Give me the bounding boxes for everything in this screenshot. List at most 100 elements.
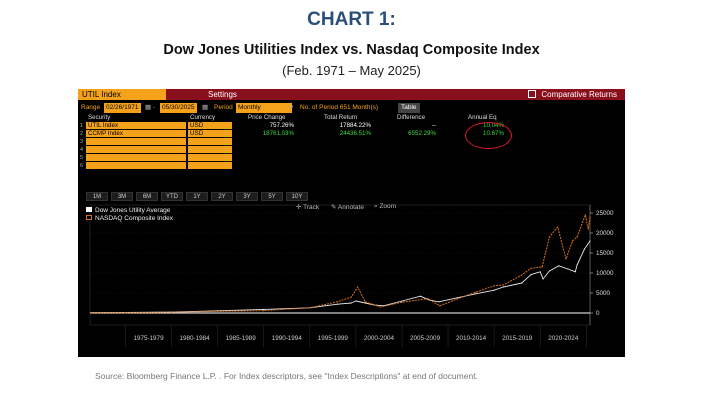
data-point [427,298,429,300]
y-tick-label: 0 [596,310,600,317]
calendar-icon[interactable]: ▦ [145,104,152,111]
legend-swatch [86,215,92,220]
data-point [548,236,551,238]
table-button[interactable]: Table [398,103,420,113]
data-point [170,311,173,313]
empty-security-cell[interactable] [86,138,186,146]
annotate-label: Annotate [337,204,364,211]
num-periods-text: No. of Period 651 Month(s) [300,104,379,111]
legend-label: Dow Jones Utility Average [95,207,171,214]
x-tick-label: 2020-2024 [548,335,579,342]
period-button[interactable]: 1Y [186,192,208,201]
comparative-returns-label: Comparative Returns [541,90,617,99]
period-button[interactable]: YTD [161,192,183,201]
x-tick-label: 1990-1994 [272,335,303,342]
empty-currency-cell[interactable] [188,146,232,154]
y-tick-label: 10000 [596,270,614,277]
period-button[interactable]: 2Y [211,192,233,201]
security-cell[interactable]: UTIL Index [86,122,186,130]
data-point [89,312,92,314]
data-point [502,284,504,286]
data-point [309,307,311,309]
data-point [456,298,458,300]
terminal-title-bar [78,89,625,100]
data-point [263,308,265,310]
data-point [558,265,560,267]
period-button[interactable]: 3Y [236,192,258,201]
settings-tab[interactable]: Settings [208,90,237,99]
data-point [493,285,495,287]
total-return-cell: 24436.51% [339,130,371,137]
period-button[interactable]: 3M [111,192,133,201]
security-cell[interactable]: CCMP Index [86,130,186,138]
data-point [336,301,339,303]
range-dash: - [153,104,156,111]
security-tab[interactable]: UTIL Index [78,89,166,100]
start-date-field[interactable]: 02/26/1971 [104,103,141,113]
empty-security-cell[interactable] [86,154,186,162]
x-tick-label: 1995-1999 [318,335,349,342]
track-tool[interactable]: ✛ Track [296,204,320,211]
data-point [584,214,586,216]
data-point [502,286,504,288]
data-point [380,306,382,308]
period-button[interactable]: 1M [86,192,108,201]
data-point [521,274,523,276]
currency-cell[interactable]: USD [188,122,232,130]
row-number: 2 [80,131,84,137]
empty-currency-cell[interactable] [188,162,232,170]
col-header-currency: Currency [190,114,216,121]
track-label: Track [303,204,320,211]
difference-cell: 6552.29% [408,130,436,137]
col-header-price-change: Price Change [248,114,286,121]
empty-security-cell[interactable] [86,146,186,154]
data-point [571,240,574,242]
zoom-tool[interactable]: ⌕ Zoom [374,203,397,210]
period-button[interactable]: 6M [136,192,158,201]
col-header-difference: Difference [397,114,426,121]
data-point [539,271,541,273]
data-point [576,264,578,266]
difference-cell: -- [431,122,436,129]
chevron-down-icon[interactable]: ▾ [290,104,294,111]
empty-currency-cell[interactable] [188,154,232,162]
period-button[interactable]: 5Y [261,192,283,201]
data-point [589,216,591,218]
comparative-returns-button[interactable]: Comparative Returns [528,89,617,100]
data-point [401,301,403,303]
price-change-cell: 757.26% [269,122,294,129]
data-point [438,301,440,303]
data-point [475,291,477,293]
period-button[interactable]: 10Y [286,192,308,201]
y-tick-label: 20000 [596,230,614,237]
x-tick-label: 2000-2004 [364,335,395,342]
data-point [574,271,576,273]
row-number: 6 [80,163,84,169]
parameter-row: Range 02/26/1971 ▦ - 05/30/2025 ▦ Period… [78,103,625,113]
row-number: 3 [80,139,84,145]
data-point [541,266,543,268]
end-date-field[interactable]: 05/30/2025 [160,103,197,113]
data-point [567,268,569,270]
chart-number-title: CHART 1: [307,9,396,30]
y-tick-label: 5000 [596,290,611,297]
data-point [401,300,403,302]
data-point [124,312,127,314]
period-label: Period [214,104,233,111]
calendar-icon[interactable]: ▦ [202,104,209,111]
comparative-line-chart[interactable]: 0 5000 10000 15000 20000 25000 1975-1979 1980-1… [78,201,625,357]
col-header-total-return: Total Return [324,114,358,121]
data-point [542,278,544,280]
annual-eq-highlight-circle [465,122,512,149]
annotate-tool[interactable]: ✎ Annotate [331,204,364,211]
y-tick-label: 25000 [596,210,614,217]
period-select[interactable]: Monthly [236,103,292,113]
data-point [583,248,586,250]
empty-security-cell[interactable] [86,162,186,170]
data-point [530,267,532,269]
currency-cell[interactable]: USD [188,130,232,138]
data-point [357,286,359,288]
empty-currency-cell[interactable] [188,138,232,146]
x-tick-label: 1980-1984 [180,335,211,342]
row-number: 1 [80,123,84,129]
